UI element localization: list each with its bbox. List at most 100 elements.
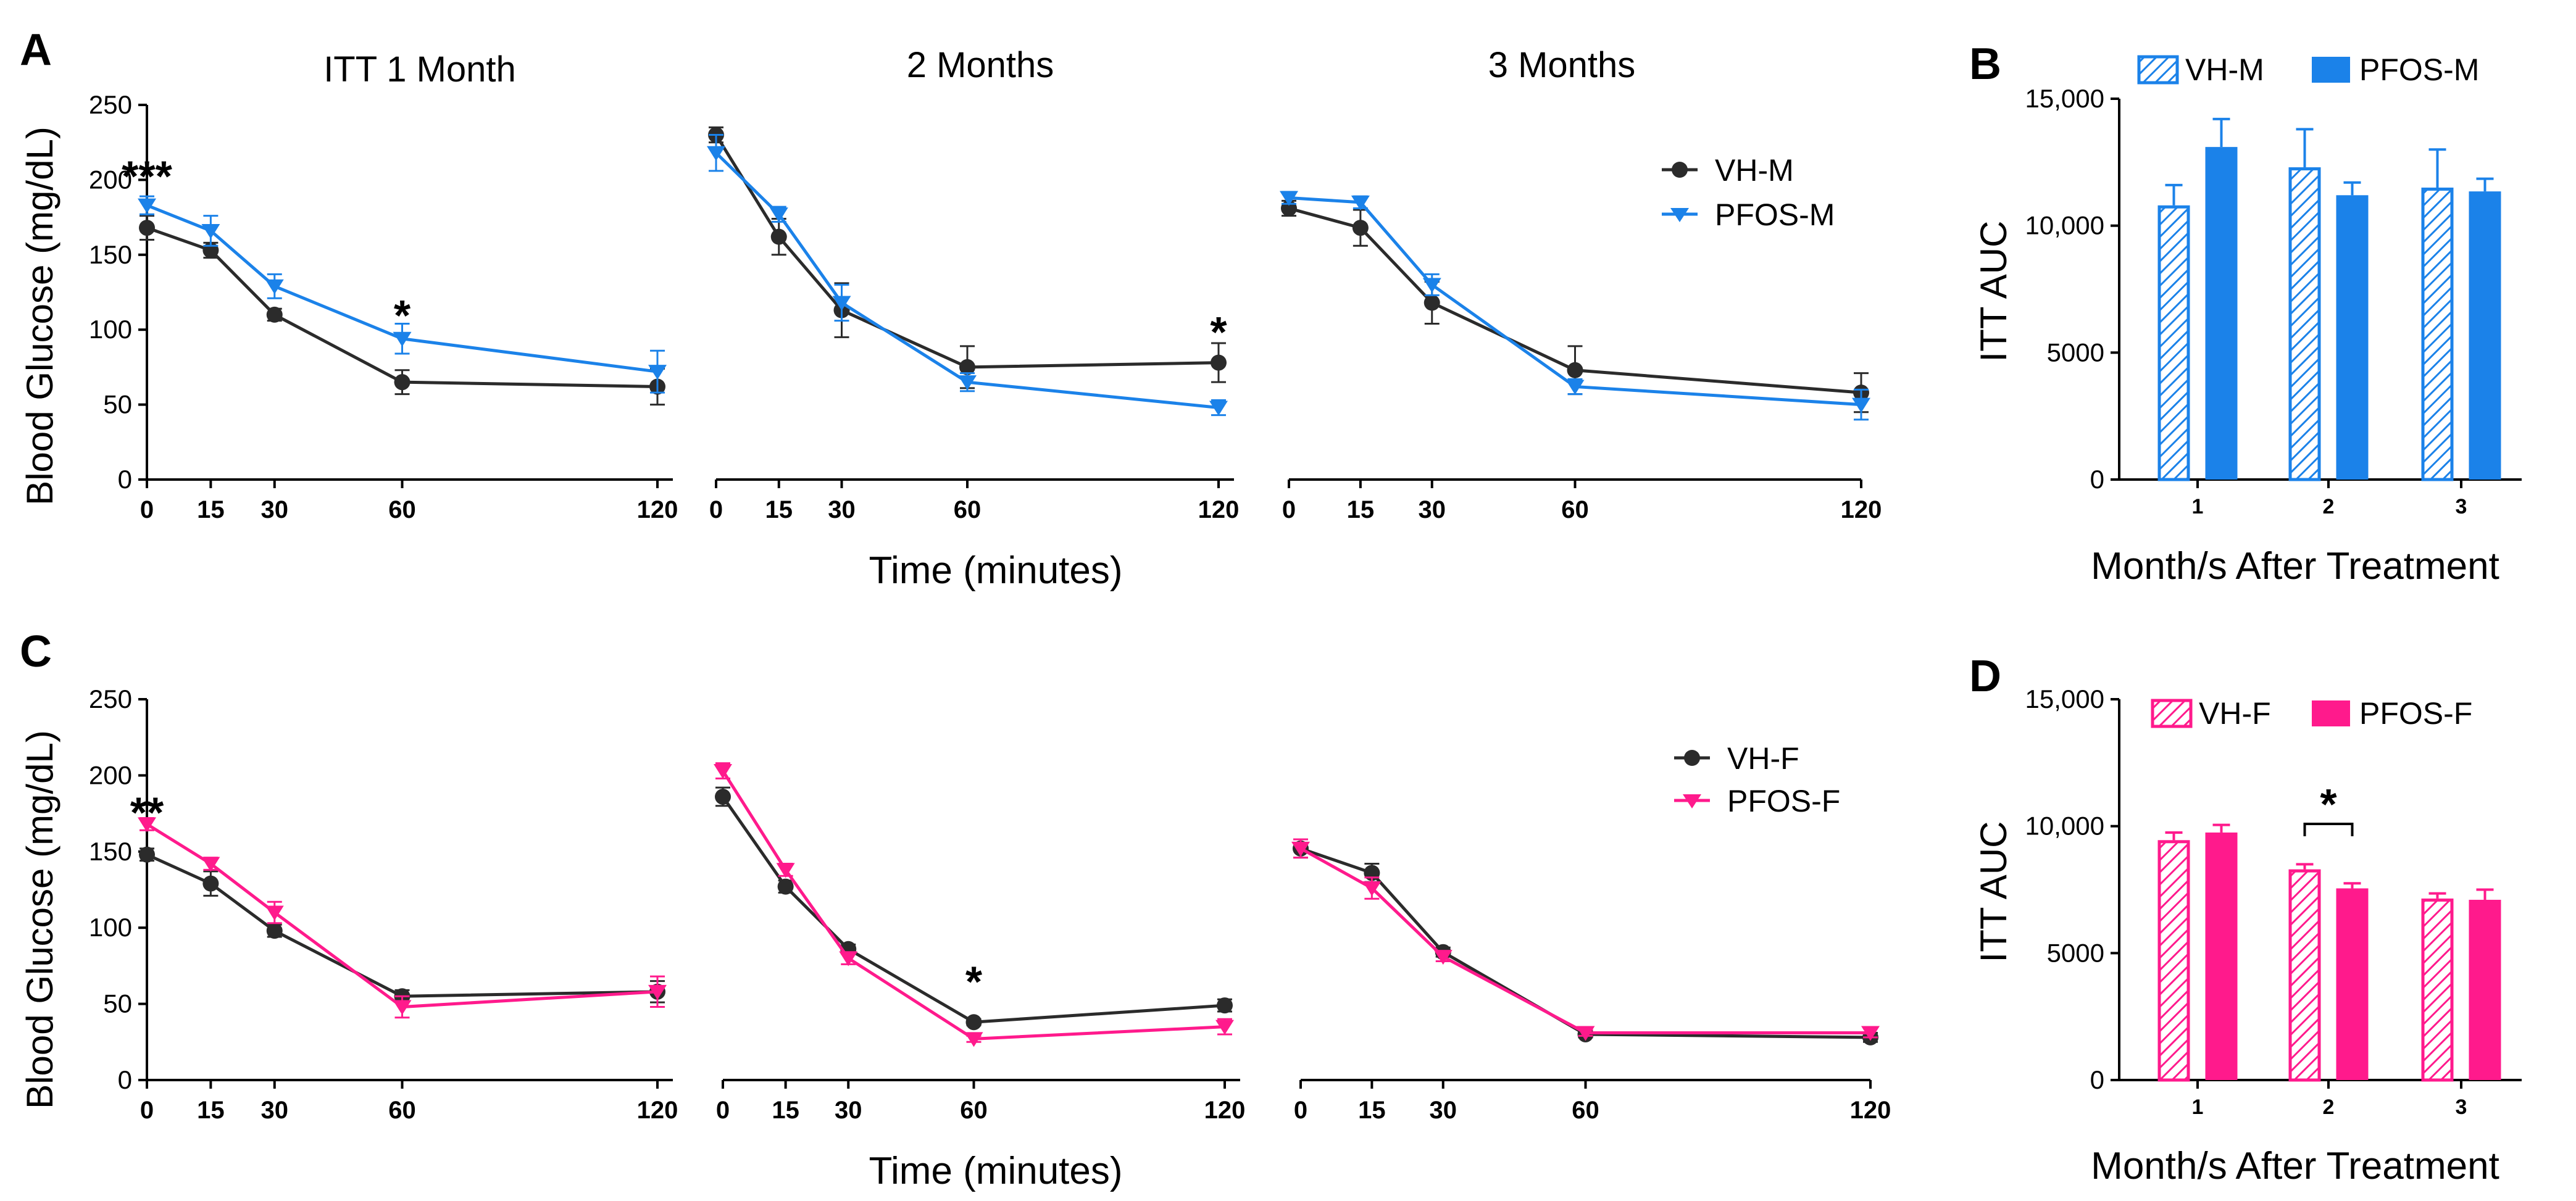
panel-a-month2-x-tick-label-0: 0 (709, 496, 723, 523)
y-tick-label-c-250: 250 (89, 684, 132, 713)
x-tick-label-d-2: 2 (2323, 1095, 2335, 1119)
xlabel-d: Month/s After Treatment (2091, 1145, 2499, 1187)
y-tick-label-d-0: 0 (2090, 1065, 2104, 1094)
panel-c-month2-x-tick-label-60: 60 (960, 1097, 988, 1124)
panel-c-month2-vh-f-point-0 (715, 788, 731, 805)
panel-c-month3-pfos-f-point-30 (1433, 950, 1453, 965)
panel-c-month2-x-tick-label-120: 120 (1204, 1097, 1246, 1124)
panel-c-month2-vh-f-point-120 (1217, 997, 1233, 1014)
y-tick-label-a-250: 250 (89, 90, 132, 119)
x-tick-label-d-3: 3 (2456, 1095, 2467, 1119)
y-tick-label-d-5000: 5000 (2047, 938, 2104, 967)
legend-a: VH-M PFOS-M (1662, 153, 1835, 232)
panel-c-month2-x-tick-label-30: 30 (835, 1097, 862, 1124)
panel-a-month1-pfos-m-point-15 (201, 223, 220, 239)
panel-a-month3-x-tick-label-30: 30 (1419, 496, 1446, 523)
y-tick-label-c-0: 0 (118, 1065, 132, 1094)
y-tick-label-b-0: 0 (2090, 465, 2104, 494)
panel-a-month2-pfos-m-point-30 (832, 296, 851, 311)
legend-a-vh-marker (1672, 162, 1688, 178)
xlabel-b: Month/s After Treatment (2091, 545, 2499, 588)
panel-c-month1-significance-0: ** (130, 789, 164, 837)
legend-b-pfos-label: PFOS-M (2359, 52, 2479, 87)
panel-c-month2-pfos-f-point-120 (1215, 1020, 1234, 1035)
legend-d-pfos-label: PFOS-F (2359, 696, 2472, 731)
panel-a-month1-significance-0: *** (122, 152, 172, 200)
panel-a-month1-x-tick-label-0: 0 (140, 496, 154, 523)
panel-a-month1-pfos-m-point-0 (138, 198, 156, 214)
x-tick-label-b-1: 1 (2192, 495, 2204, 518)
y-tick-label-b-10000: 10,000 (2025, 211, 2104, 240)
panel-a-month2-x-tick-label-60: 60 (954, 496, 982, 523)
panel-a-month2-vh-m-line (714, 134, 1219, 369)
title-month-3: 3 Months (1488, 45, 1636, 85)
panel-a-month3-x-tick-label-15: 15 (1347, 496, 1375, 523)
panel-a-month3-pfos-m-point-120 (1852, 397, 1870, 413)
panel-c-month2-x-tick-label-15: 15 (772, 1097, 799, 1124)
x-tick-label-d-1: 1 (2192, 1095, 2204, 1119)
panel-c-month2-pfos-f-point-0 (714, 763, 732, 779)
y-tick-label-b-15000: 15,000 (2025, 84, 2104, 113)
y-tick-label-c-150: 150 (89, 837, 132, 866)
panel-c-month1-vh-f-point-15 (202, 875, 219, 892)
panel-a-month2-vh-m-point-15 (770, 228, 787, 245)
y-tick-label-d-15000: 15,000 (2025, 684, 2104, 713)
bar-d-vh-f-month1 (2157, 840, 2190, 1082)
legend-a-pfos-marker (1670, 208, 1689, 222)
panel-a-month2-pfos-m-point-0 (707, 146, 725, 161)
panel-c-month1-x-tick-label-0: 0 (140, 1097, 154, 1124)
y-tick-label-d-10000: 10,000 (2025, 812, 2104, 841)
panel-a-month1-pfos-m-point-60 (393, 331, 412, 347)
panel-letter-b: B (1969, 39, 2001, 89)
panel-c-month2-pfos-f-point-15 (776, 863, 795, 878)
x-tick-label-b-2: 2 (2323, 495, 2335, 518)
panel-c-month1-vh-f-line (146, 853, 658, 998)
panel-a-month1-pfos-m-point-120 (648, 365, 667, 380)
panel-a-month1-vh-m-point-30 (266, 306, 283, 323)
significance-bracket-d (2303, 823, 2354, 836)
panel-letter-c: C (20, 627, 52, 676)
panel-a-month3-pfos-m-point-0 (1280, 191, 1298, 206)
legend-d-vh-swatch (2151, 699, 2193, 728)
panel-a-month1-vh-m-point-0 (139, 220, 155, 236)
panel-c-month1-vh-f-point-0 (139, 846, 155, 863)
panel-c-month2-significance-0: * (965, 958, 983, 1006)
panel-a-month3-x-tick-label-0: 0 (1282, 496, 1296, 523)
y-tick-label-c-100: 100 (89, 913, 132, 942)
bar-b-pfos-m-month1 (2205, 147, 2238, 480)
panel-c-month1-pfos-f-point-0 (138, 817, 156, 833)
bar-b-vh-m-month2 (2288, 167, 2321, 481)
panel-a-month3-vh-m-point-60 (1567, 362, 1583, 378)
panel-c-month2-vh-f-point-15 (777, 878, 794, 895)
ylabel-b: ITT AUC (1973, 221, 2014, 362)
xlabel-c: Time (minutes) (869, 1150, 1122, 1192)
panel-c-month2-x-tick-label-0: 0 (716, 1097, 730, 1124)
legend-d-vh-label: VH-F (2199, 696, 2271, 731)
panel-a-month3-x-tick-label-120: 120 (1841, 496, 1882, 523)
panel-a-month2-vh-m-point-60 (959, 359, 975, 375)
y-tick-label-a-100: 100 (89, 315, 132, 344)
panel-a-month2-vh-m-point-120 (1211, 354, 1227, 371)
panel-c-month1-x-tick-label-120: 120 (637, 1097, 678, 1124)
panel-c-month3-vh-f-line (1300, 847, 1871, 1039)
y-tick-label-a-50: 50 (103, 390, 132, 419)
panel-c-month3-pfos-f-point-120 (1861, 1026, 1880, 1041)
y-tick-label-c-50: 50 (103, 989, 132, 1018)
bar-b-pfos-m-month3 (2469, 191, 2501, 480)
legend-c-pfos-marker (1683, 794, 1701, 808)
y-tick-label-b-5000: 5000 (2047, 338, 2104, 367)
panel-c-month1-pfos-f-point-15 (201, 857, 220, 872)
panel-c-month1-pfos-f-point-30 (265, 905, 284, 921)
y-tick-label-c-200: 200 (89, 760, 132, 789)
legend-a-pfos-label: PFOS-M (1715, 197, 1835, 232)
panel-a-month1-x-tick-label-60: 60 (388, 496, 416, 523)
panel-a-month2-pfos-m-point-120 (1209, 401, 1228, 416)
bar-d-pfos-f-month1 (2205, 832, 2238, 1080)
panel-c-month2-vh-f-point-60 (965, 1014, 982, 1031)
legend-b: VH-M PFOS-M (2137, 52, 2479, 87)
bar-d-vh-f-month2 (2288, 869, 2321, 1082)
ylabel-a: Blood Glucose (mg/dL) (19, 127, 60, 505)
panel-c-month1-x-tick-label-60: 60 (388, 1097, 416, 1124)
